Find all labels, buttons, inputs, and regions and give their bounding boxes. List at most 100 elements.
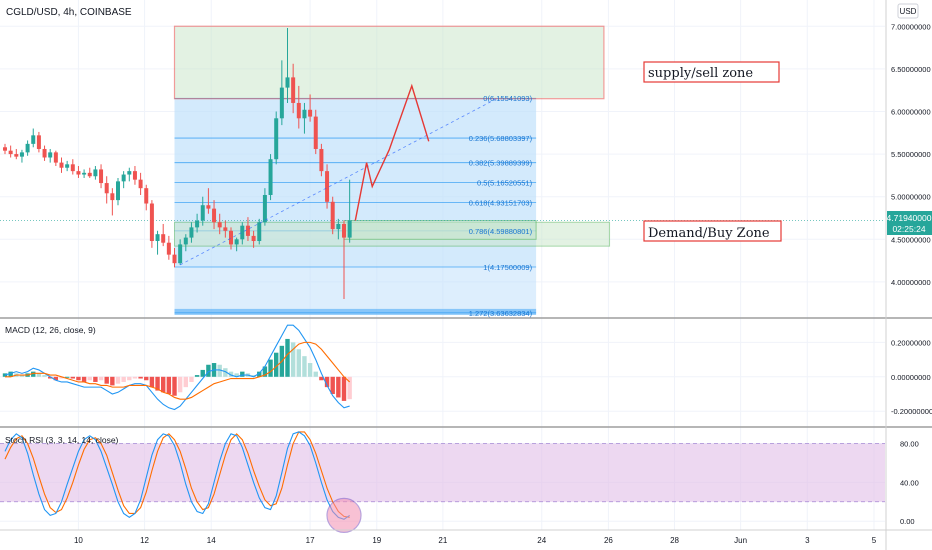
macd-histogram-bar <box>200 369 205 377</box>
macd-histogram-bar <box>228 371 234 377</box>
candle-body <box>223 227 228 231</box>
currency-button-frame[interactable] <box>897 3 919 19</box>
macd-histogram-bar <box>59 376 64 379</box>
candle-body <box>234 239 239 245</box>
demand-zone-label: Demand/Buy Zone <box>648 226 770 241</box>
macd-histogram-bar <box>223 368 228 377</box>
time-tick-label: 14 <box>207 536 216 545</box>
macd-histogram-bar <box>81 376 87 382</box>
candle-body <box>8 150 13 155</box>
macd-histogram-bar <box>330 376 335 395</box>
candle-body <box>308 109 313 117</box>
candle-body <box>206 205 211 209</box>
candle-body <box>183 237 188 245</box>
rsi-tick-label: 40.00 <box>900 478 919 487</box>
candle-body <box>25 143 30 153</box>
macd-histogram-bar <box>115 376 121 384</box>
macd-tick-label: 0.20000000 <box>891 338 931 347</box>
currency-button[interactable]: USD <box>900 7 917 16</box>
projection-path <box>354 83 430 221</box>
time-tick-label: 24 <box>537 536 546 545</box>
time-tick-label: 21 <box>438 536 447 545</box>
macd-histogram-bar <box>262 366 268 377</box>
fib-level-label: 0.236(5.68803397) <box>469 134 533 143</box>
price-tick-label: 6.00000000 <box>891 107 931 116</box>
candle-body <box>76 171 81 175</box>
macd-tick-label: 0.00000000 <box>891 373 931 382</box>
candle-body <box>104 183 109 194</box>
candle-body <box>274 118 279 160</box>
stoch-rsi-d-line <box>4 431 350 518</box>
macd-histogram-bar <box>19 375 25 377</box>
candle-body <box>195 220 200 228</box>
macd-histogram-bar <box>132 376 138 379</box>
candle-body <box>291 77 296 103</box>
price-tick-label: 4.00000000 <box>891 278 931 287</box>
macd-signal-line <box>5 341 351 400</box>
macd-histogram-bar <box>127 376 132 381</box>
macd-histogram-bar <box>172 376 177 396</box>
candle-body <box>296 102 301 119</box>
supply-label-box[interactable] <box>643 61 780 83</box>
macd-histogram-bar <box>240 371 245 377</box>
candle-body <box>36 135 41 149</box>
candle-body <box>65 164 70 168</box>
macd-line <box>4 324 350 411</box>
time-tick-label: 19 <box>372 536 381 545</box>
macd-title: MACD (12, 26, close, 9) <box>5 325 96 335</box>
candle-body <box>257 222 262 242</box>
candle-body <box>313 116 318 149</box>
price-tick-label: 5.00000000 <box>891 193 931 202</box>
macd-histogram-bar <box>296 349 301 377</box>
macd-histogram-bar <box>206 364 211 377</box>
macd-histogram-bar <box>324 376 330 388</box>
macd-histogram-bar <box>183 376 188 388</box>
candle-body <box>82 172 87 175</box>
macd-histogram-bar <box>257 371 262 377</box>
price-tick-label: 4.50000000 <box>891 235 931 244</box>
candle-body <box>14 154 19 157</box>
candle-body <box>59 162 64 168</box>
macd-histogram-bar <box>104 376 109 384</box>
macd-histogram-bar <box>217 364 222 377</box>
bar-countdown: 02:25:24 <box>892 224 925 234</box>
macd-histogram-bar <box>274 352 279 377</box>
macd-histogram-bar <box>347 376 352 400</box>
macd-histogram-bar <box>285 338 290 377</box>
stoch-rsi-k-line <box>4 431 350 520</box>
fib-level-label: 0.786(4.59880801) <box>469 227 533 236</box>
macd-histogram-bar <box>194 375 200 377</box>
macd-histogram-bar <box>138 376 143 379</box>
macd-histogram-bar <box>98 376 104 381</box>
price-tick-label: 5.50000000 <box>891 150 931 159</box>
macd-histogram-bar <box>189 376 194 382</box>
candle-body <box>229 230 233 245</box>
price-tick-label: 7.00000000 <box>891 22 931 31</box>
supply-zone-label: supply/sell zone <box>648 66 753 81</box>
macd-histogram-bar <box>177 376 183 393</box>
symbol-label[interactable]: CGLD/USD, 4h, COINBASE <box>6 7 132 18</box>
macd-histogram-bar <box>251 375 256 377</box>
candle-body <box>285 77 290 88</box>
candle-body <box>268 159 273 195</box>
macd-histogram-bar <box>336 376 341 398</box>
candle-body <box>31 135 36 144</box>
macd-tick-label: -0.20000000 <box>891 407 932 416</box>
time-tick-label: 17 <box>306 536 315 545</box>
macd-histogram-bar <box>36 373 42 377</box>
candle-body <box>155 234 160 242</box>
macd-histogram-bar <box>149 376 155 388</box>
candle-body <box>336 223 341 230</box>
macd-histogram-bar <box>70 376 75 379</box>
fib-level-label: 0.382(5.39889399) <box>469 159 533 168</box>
demand-label-box[interactable] <box>643 220 782 242</box>
macd-histogram-bar <box>42 375 47 377</box>
time-tick-label: 3 <box>805 536 810 545</box>
candle-body <box>127 171 132 175</box>
macd-histogram-bar <box>234 373 239 377</box>
candle-body <box>319 148 324 172</box>
rsi-tick-label: 0.00 <box>900 517 915 526</box>
candle-body <box>99 169 104 184</box>
candle-body <box>172 254 177 264</box>
